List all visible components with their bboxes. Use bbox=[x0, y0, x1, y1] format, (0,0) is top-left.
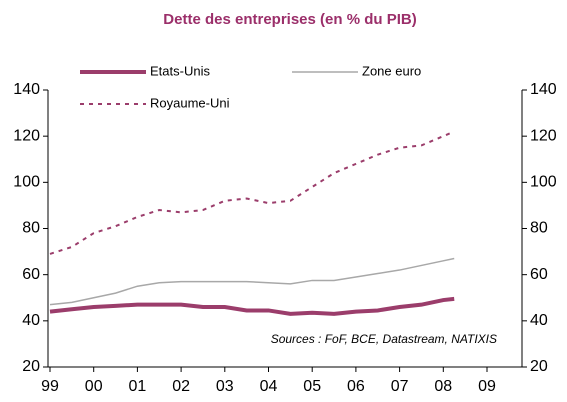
y-tick-label: 60 bbox=[22, 266, 40, 283]
y2-tick-label: 120 bbox=[530, 127, 557, 144]
chart-title: Dette des entreprises (en % du PIB) bbox=[163, 11, 416, 28]
y2-tick-label: 80 bbox=[530, 220, 548, 237]
legend-label: Etats-Unis bbox=[150, 63, 210, 78]
x-tick-label: 06 bbox=[347, 378, 365, 395]
line-series bbox=[49, 257, 455, 306]
line-series bbox=[49, 130, 455, 255]
y2-tick-label: 60 bbox=[530, 266, 548, 283]
y2-tick-label: 100 bbox=[530, 174, 557, 191]
x-tick-label: 05 bbox=[303, 378, 321, 395]
y2-tick-label: 20 bbox=[530, 358, 548, 375]
annotation: Sources : FoF, BCE, Datastream, NATIXIS bbox=[271, 332, 497, 346]
x-tick-label: 07 bbox=[391, 378, 409, 395]
y-tick-label: 120 bbox=[13, 127, 40, 144]
y-tick-label: 20 bbox=[22, 358, 40, 375]
legend-label: Zone euro bbox=[362, 63, 421, 78]
y2-tick-label: 140 bbox=[530, 81, 557, 98]
x-tick-label: 09 bbox=[478, 378, 496, 395]
x-tick-label: 03 bbox=[216, 378, 234, 395]
line-series bbox=[49, 296, 455, 316]
y-tick-label: 100 bbox=[13, 174, 40, 191]
y-tick-label: 140 bbox=[13, 81, 40, 98]
y-tick-label: 80 bbox=[22, 220, 40, 237]
y-tick-label: 40 bbox=[22, 312, 40, 329]
legend-label: Royaume-Uni bbox=[150, 95, 230, 110]
x-tick-label: 00 bbox=[85, 378, 103, 395]
x-tick-label: 04 bbox=[260, 378, 278, 395]
x-tick-label: 02 bbox=[172, 378, 190, 395]
x-tick-label: 08 bbox=[434, 378, 452, 395]
x-tick-label: 99 bbox=[41, 378, 59, 395]
x-tick-label: 01 bbox=[129, 378, 147, 395]
y2-tick-label: 40 bbox=[530, 312, 548, 329]
